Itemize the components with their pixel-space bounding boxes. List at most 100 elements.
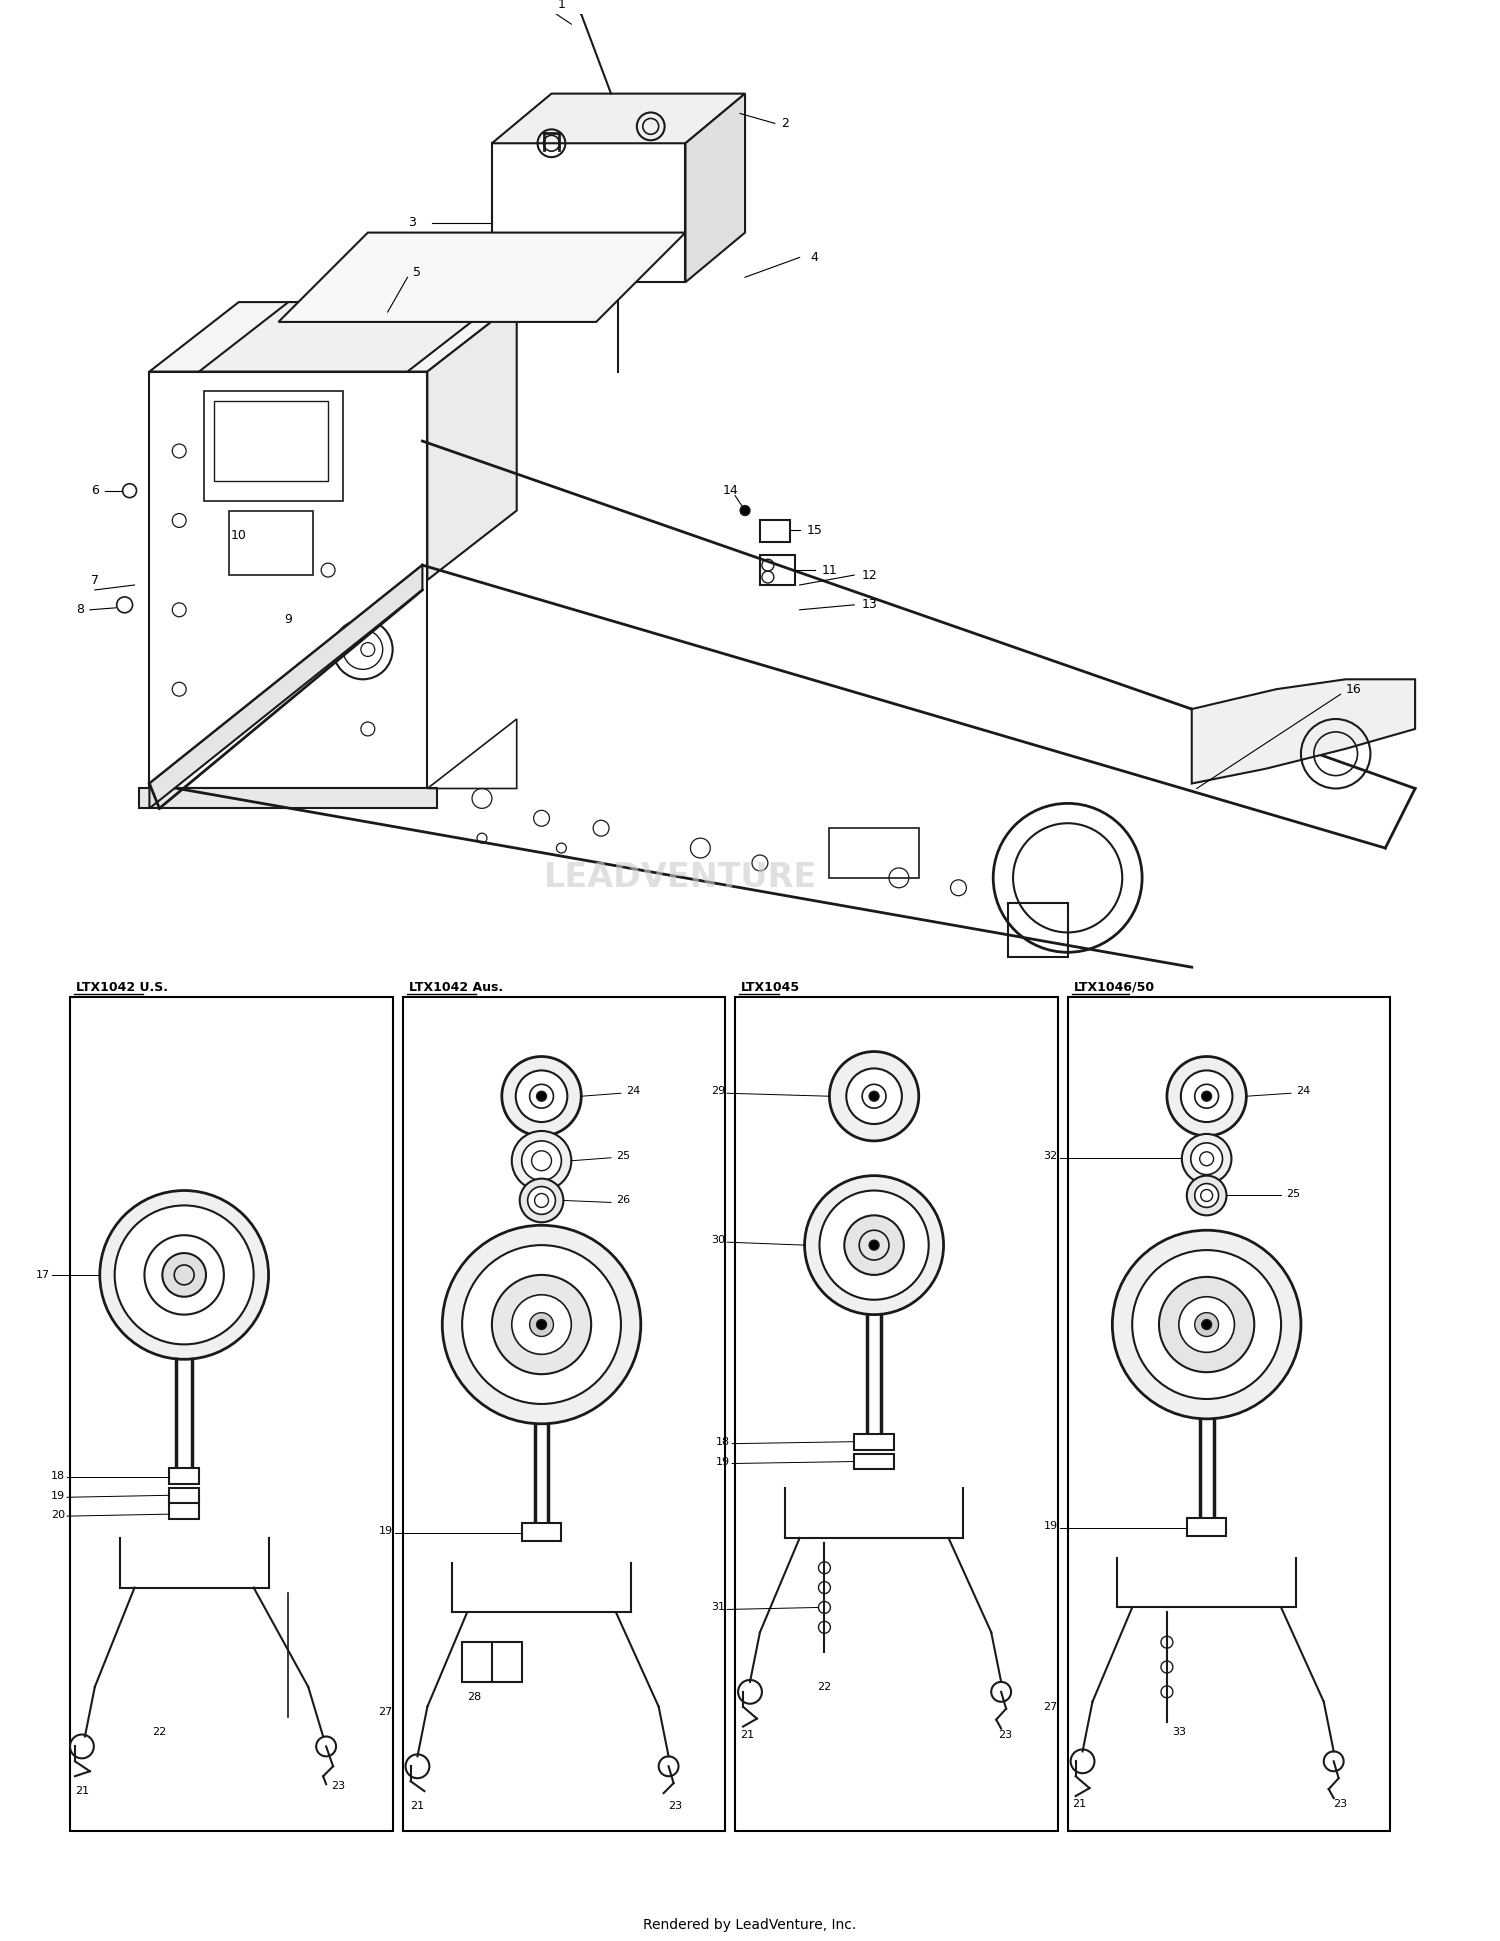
Bar — [170, 1469, 200, 1485]
Text: 25: 25 — [616, 1151, 630, 1161]
Bar — [1186, 1518, 1227, 1535]
Text: LTX1042 U.S.: LTX1042 U.S. — [76, 980, 168, 994]
Circle shape — [1202, 1091, 1212, 1101]
Circle shape — [804, 1176, 944, 1314]
Text: 20: 20 — [51, 1510, 64, 1520]
Bar — [1008, 903, 1068, 957]
Bar — [853, 1434, 894, 1450]
Text: 33: 33 — [1172, 1727, 1186, 1737]
Text: 27: 27 — [378, 1706, 393, 1716]
Text: 17: 17 — [36, 1269, 50, 1279]
Text: 23: 23 — [998, 1729, 1012, 1739]
Circle shape — [462, 1244, 621, 1403]
Text: 19: 19 — [51, 1491, 64, 1500]
Circle shape — [1186, 1176, 1227, 1215]
Text: 25: 25 — [1286, 1188, 1300, 1198]
Polygon shape — [279, 233, 686, 322]
Text: 14: 14 — [723, 483, 738, 497]
Circle shape — [844, 1215, 904, 1275]
Circle shape — [1202, 1320, 1212, 1330]
Text: 21: 21 — [75, 1786, 88, 1795]
Text: LTX1045: LTX1045 — [741, 980, 800, 994]
Text: 6: 6 — [92, 483, 99, 497]
Text: 8: 8 — [76, 604, 84, 617]
Circle shape — [516, 1069, 567, 1122]
Text: 18: 18 — [716, 1436, 730, 1446]
Bar — [760, 555, 795, 584]
Text: 28: 28 — [466, 1693, 482, 1702]
Bar — [214, 402, 328, 481]
Text: 3: 3 — [408, 215, 417, 229]
Circle shape — [1194, 1184, 1218, 1207]
Circle shape — [114, 1205, 254, 1345]
Polygon shape — [150, 371, 427, 788]
Text: 22: 22 — [152, 1727, 166, 1737]
Bar — [735, 998, 1058, 1830]
Text: 15: 15 — [807, 524, 822, 538]
Bar — [522, 1524, 561, 1541]
Text: 22: 22 — [818, 1681, 831, 1693]
Text: 27: 27 — [1044, 1702, 1058, 1712]
Text: 19: 19 — [716, 1456, 730, 1467]
Bar — [1068, 998, 1390, 1830]
Text: 10: 10 — [231, 528, 246, 542]
Circle shape — [1167, 1056, 1246, 1135]
Bar — [204, 392, 344, 501]
Circle shape — [1182, 1134, 1231, 1184]
Polygon shape — [140, 788, 438, 807]
Text: 16: 16 — [1346, 683, 1362, 695]
Circle shape — [1113, 1231, 1300, 1419]
Text: 29: 29 — [711, 1087, 724, 1097]
Circle shape — [492, 1275, 591, 1374]
Polygon shape — [492, 144, 686, 281]
Bar — [230, 510, 314, 575]
Bar — [853, 1454, 894, 1469]
Text: 2: 2 — [782, 116, 789, 130]
Circle shape — [528, 1186, 555, 1215]
Circle shape — [530, 1312, 554, 1337]
Polygon shape — [492, 93, 746, 144]
Text: 9: 9 — [285, 613, 292, 627]
Text: 31: 31 — [711, 1603, 724, 1613]
Circle shape — [503, 1056, 580, 1135]
Bar — [170, 1489, 200, 1504]
Circle shape — [846, 1068, 901, 1124]
Circle shape — [100, 1190, 268, 1359]
Text: 21: 21 — [411, 1801, 424, 1811]
Polygon shape — [150, 565, 423, 807]
Text: 19: 19 — [1044, 1522, 1058, 1531]
Text: 7: 7 — [92, 573, 99, 586]
Circle shape — [740, 505, 750, 516]
Text: 1: 1 — [558, 0, 566, 12]
Text: 23: 23 — [332, 1782, 345, 1792]
Text: 23: 23 — [1334, 1799, 1347, 1809]
Circle shape — [512, 1132, 572, 1190]
Bar — [70, 998, 393, 1830]
Text: 21: 21 — [740, 1729, 754, 1739]
Circle shape — [512, 1295, 572, 1355]
Circle shape — [1160, 1277, 1254, 1372]
Circle shape — [162, 1254, 206, 1297]
Text: 32: 32 — [1044, 1151, 1058, 1161]
Text: LTX1042 Aus.: LTX1042 Aus. — [408, 980, 503, 994]
Text: 5: 5 — [414, 266, 422, 280]
Circle shape — [868, 1240, 879, 1250]
Text: 12: 12 — [861, 569, 877, 582]
Text: 23: 23 — [669, 1801, 682, 1811]
Text: Rendered by LeadVenture, Inc.: Rendered by LeadVenture, Inc. — [644, 1918, 856, 1931]
Circle shape — [868, 1091, 879, 1101]
Polygon shape — [1191, 679, 1414, 784]
Circle shape — [442, 1225, 640, 1425]
Text: 24: 24 — [1296, 1087, 1310, 1097]
Text: 30: 30 — [711, 1234, 724, 1246]
Bar — [830, 829, 920, 877]
Circle shape — [1132, 1250, 1281, 1399]
Text: 19: 19 — [378, 1526, 393, 1535]
Text: LEADVENTURE: LEADVENTURE — [544, 862, 818, 895]
Text: 11: 11 — [822, 563, 837, 576]
Circle shape — [1179, 1297, 1234, 1353]
Polygon shape — [150, 303, 516, 371]
Text: LTX1046/50: LTX1046/50 — [1074, 980, 1155, 994]
Circle shape — [537, 1320, 546, 1330]
Text: 4: 4 — [810, 250, 819, 264]
